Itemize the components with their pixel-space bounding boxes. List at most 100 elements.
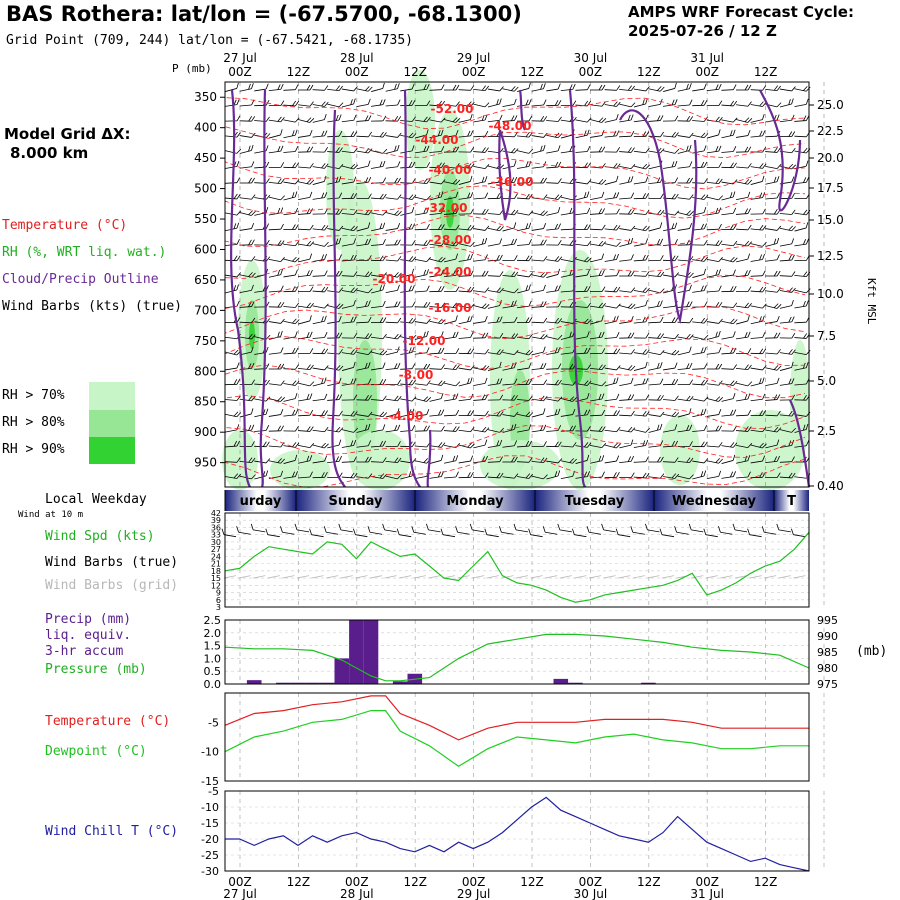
wind-barb: [356, 333, 373, 339]
wind-barb-flag: [335, 332, 340, 339]
legend-temperature: Temperature (°C): [2, 218, 128, 233]
wind-barb-flag: [587, 224, 591, 230]
wind-barb-flag: [554, 223, 559, 230]
wind-barb-shaft: [283, 258, 296, 263]
wind-barb-shaft: [604, 305, 617, 309]
grid-barb: [603, 575, 616, 579]
wind-barb-shaft: [487, 275, 500, 277]
wind-barb-shaft: [458, 119, 471, 123]
wind-barb-flag: [426, 285, 430, 292]
wind-barb: [268, 318, 285, 324]
pressure-tick-label: 550: [194, 212, 217, 226]
wind-barb-flag: [499, 147, 504, 153]
true-barb-flag: [557, 523, 561, 530]
wind-barb-shaft: [356, 120, 369, 122]
wind-barb: [268, 285, 284, 293]
wind-barb-flag: [411, 178, 416, 184]
wind-barb-flag: [803, 209, 808, 215]
wind-barb: [268, 145, 284, 154]
true-barb-flag: [659, 528, 663, 535]
wind-barb-flag: [586, 191, 590, 198]
wind-barb: [370, 131, 387, 138]
wind-barb: [239, 333, 256, 340]
wind-barb-shaft: [648, 289, 661, 294]
wind-barb-flag: [543, 116, 548, 122]
wind-barb-flag: [718, 285, 722, 292]
wind-barb-flag: [718, 240, 723, 246]
wind-barb-flag: [365, 271, 370, 277]
wind-barb: [429, 179, 446, 185]
wind-barb-shaft: [429, 134, 442, 139]
wind-barb: [371, 99, 386, 107]
wind-barb-flag: [306, 240, 312, 246]
wind-barb: [487, 271, 504, 277]
wind-barb: [604, 101, 621, 107]
wind-barb: [516, 255, 533, 262]
wind-barb-shaft: [794, 305, 807, 309]
wind-barb: [356, 193, 372, 200]
wind-barb: [312, 224, 329, 231]
wind-barb-flag: [397, 144, 400, 151]
top-hour-label: 00Z: [345, 65, 369, 79]
wind-barb-flag: [411, 318, 416, 324]
wind-barb-flag: [382, 132, 387, 138]
wind-barb-flag: [645, 176, 649, 183]
wind-barb: [546, 161, 562, 169]
wind-barb-flag: [251, 239, 255, 245]
grid-barb: [311, 575, 324, 579]
wind-barb-shaft: [663, 289, 675, 294]
wind-barb-flag: [642, 287, 647, 293]
wind-barb-flag: [616, 286, 621, 293]
wind-barb-flag: [587, 162, 591, 168]
grid-barb: [472, 575, 485, 579]
wind-barb: [662, 255, 679, 262]
wind-barb-shaft: [312, 337, 325, 339]
wind-barb-shaft: [779, 305, 792, 309]
wind-barb-flag: [294, 207, 299, 214]
wind-barb-flag: [543, 144, 546, 151]
pressure-tick-label: 500: [194, 182, 217, 196]
wind-barb: [721, 100, 738, 107]
wind-barb-shaft: [473, 135, 486, 138]
wind-barb-shaft: [268, 88, 281, 92]
true-barb: [253, 529, 266, 533]
wind-barb-shaft: [254, 259, 267, 262]
wind-barb: [385, 194, 402, 200]
wind-barb: [414, 207, 430, 216]
wind-barb-flag: [481, 147, 486, 153]
wind-barb-flag: [514, 115, 518, 121]
wind-barb: [283, 129, 298, 139]
wind-barb-flag: [382, 300, 386, 307]
wind-barb-shaft: [458, 89, 471, 91]
precip-panel-frame: [224, 619, 810, 685]
wind-barb-flag: [671, 131, 676, 138]
wind-barb-flag: [382, 317, 387, 323]
wind-barb: [312, 130, 328, 138]
wind-barb-flag: [660, 131, 664, 138]
grid-barb: [705, 575, 718, 579]
true-barb-flag: [615, 528, 619, 535]
wind-barb: [633, 299, 648, 309]
grid-barb: [618, 575, 631, 579]
wind-barb-flag: [762, 130, 766, 137]
wind-barb-shaft: [487, 321, 500, 324]
top-hour-label: 00Z: [695, 65, 719, 79]
wind-barb-flag: [718, 162, 723, 168]
wind-barb-shaft: [648, 321, 661, 324]
temp-contour-label: -28.00: [429, 233, 472, 247]
wind-barb-shaft: [575, 212, 588, 216]
wind-barb-flag: [280, 302, 285, 308]
wind-barb-flag: [616, 315, 619, 322]
wind-barb-flag: [715, 116, 720, 122]
wind-barb-shaft: [735, 166, 749, 169]
wind-barb-shaft: [575, 258, 588, 263]
wind-barb-flag: [335, 238, 339, 245]
wind-barb-shaft: [502, 181, 515, 185]
temp-contour-label: -32.00: [425, 201, 468, 215]
wind-barb-flag: [686, 115, 691, 122]
wind-barb-shaft: [677, 321, 690, 324]
wind-barb-flag: [294, 191, 298, 198]
wind-barb-flag: [733, 240, 738, 246]
wind-barb: [298, 253, 313, 263]
wind-barb-flag: [368, 333, 373, 339]
